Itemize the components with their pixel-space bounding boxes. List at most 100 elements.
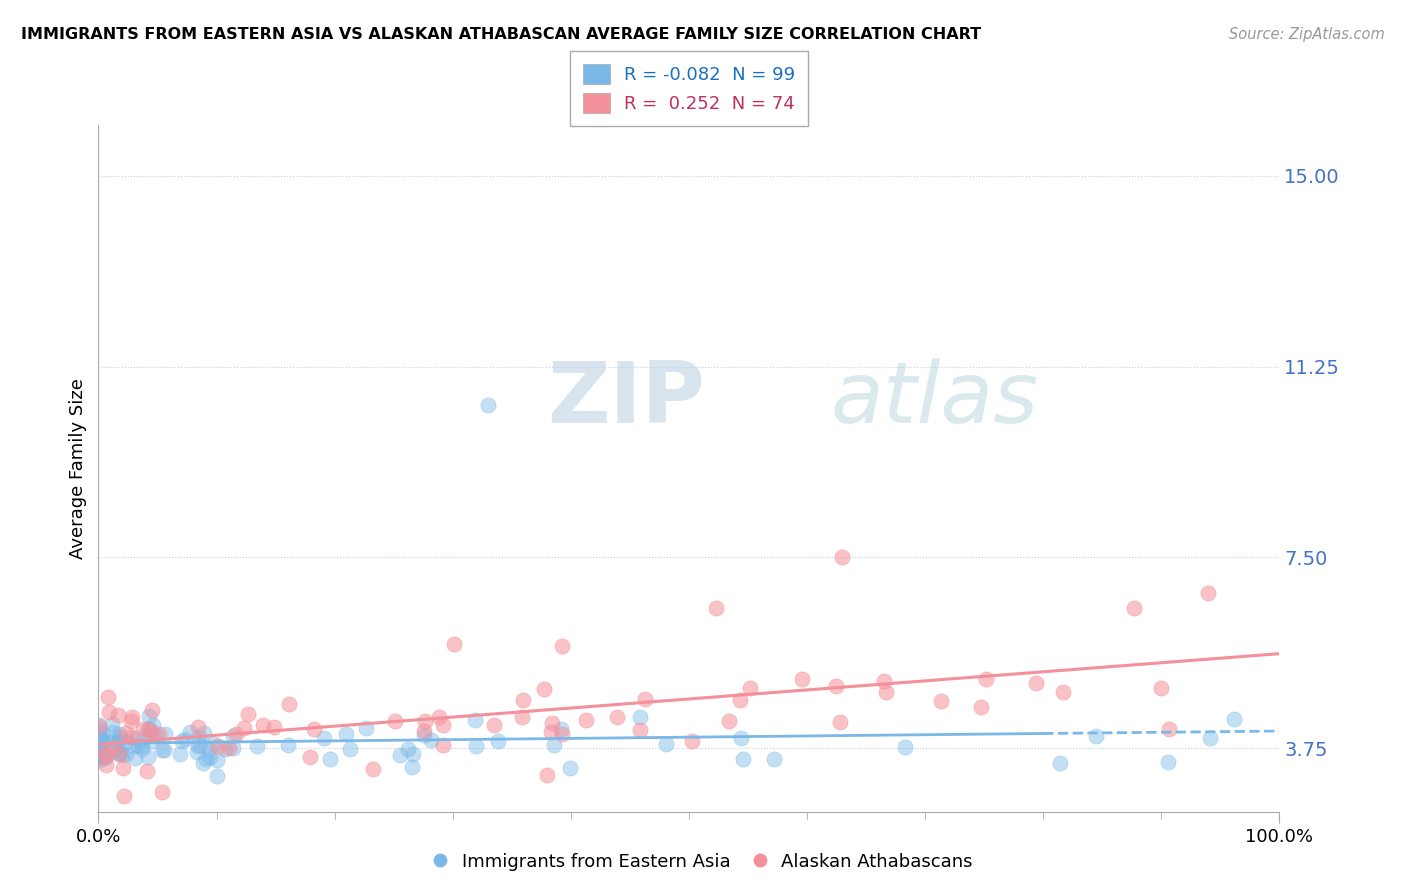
Text: ZIP: ZIP xyxy=(547,358,704,442)
Text: Source: ZipAtlas.com: Source: ZipAtlas.com xyxy=(1229,27,1385,42)
Point xyxy=(277,697,299,711)
Point xyxy=(302,722,325,736)
Point xyxy=(89,730,111,744)
Point xyxy=(361,762,384,776)
Point xyxy=(929,694,952,708)
Point xyxy=(558,761,581,775)
Point xyxy=(412,723,434,738)
Point xyxy=(101,724,124,739)
Point xyxy=(214,742,236,756)
Point xyxy=(222,741,245,756)
Point xyxy=(89,748,111,763)
Point xyxy=(299,749,322,764)
Point xyxy=(114,735,136,749)
Point xyxy=(172,734,194,748)
Point xyxy=(970,700,993,714)
Point xyxy=(420,733,443,747)
Point xyxy=(87,734,110,748)
Point xyxy=(339,741,361,756)
Point xyxy=(94,748,117,763)
Point xyxy=(115,747,138,761)
Legend: Immigrants from Eastern Asia, Alaskan Athabascans: Immigrants from Eastern Asia, Alaskan At… xyxy=(426,846,980,879)
Point xyxy=(384,714,406,729)
Text: atlas: atlas xyxy=(831,358,1039,442)
Point xyxy=(187,739,209,753)
Point xyxy=(730,731,752,745)
Point xyxy=(90,732,112,747)
Point xyxy=(100,735,122,749)
Point xyxy=(127,739,149,753)
Point xyxy=(97,690,120,704)
Point xyxy=(179,725,201,739)
Point xyxy=(87,723,110,737)
Point xyxy=(875,685,897,699)
Point xyxy=(401,760,423,774)
Point xyxy=(1157,722,1180,736)
Point xyxy=(1025,675,1047,690)
Point xyxy=(108,727,131,741)
Point xyxy=(221,729,243,743)
Point xyxy=(1222,712,1244,726)
Point xyxy=(873,673,896,688)
Point xyxy=(354,721,377,735)
Text: IMMIGRANTS FROM EASTERN ASIA VS ALASKAN ATHABASCAN AVERAGE FAMILY SIZE CORRELATI: IMMIGRANTS FROM EASTERN ASIA VS ALASKAN … xyxy=(21,27,981,42)
Point xyxy=(894,739,917,754)
Point xyxy=(540,725,562,739)
Point xyxy=(110,730,132,744)
Legend: R = -0.082  N = 99, R =  0.252  N = 74: R = -0.082 N = 99, R = 0.252 N = 74 xyxy=(569,52,808,126)
Point xyxy=(87,739,110,753)
Point xyxy=(396,742,419,756)
Point xyxy=(193,726,215,740)
Point xyxy=(1049,756,1071,770)
Point xyxy=(87,750,110,764)
Point xyxy=(225,727,247,741)
Point xyxy=(132,722,155,736)
Point xyxy=(108,746,131,760)
Point xyxy=(138,709,160,723)
Point xyxy=(318,751,340,765)
Point xyxy=(482,718,505,732)
Point xyxy=(1085,729,1108,743)
Point xyxy=(1199,731,1222,745)
Point xyxy=(655,737,678,751)
Point xyxy=(114,789,136,804)
Point xyxy=(134,730,156,744)
Point xyxy=(87,719,110,733)
Point xyxy=(790,673,813,687)
Point xyxy=(543,738,565,752)
Point xyxy=(512,693,534,707)
Point xyxy=(831,550,853,565)
Point xyxy=(432,738,454,752)
Point xyxy=(120,731,142,745)
Point xyxy=(245,739,267,754)
Y-axis label: Average Family Size: Average Family Size xyxy=(69,378,87,558)
Point xyxy=(187,720,209,734)
Point xyxy=(108,747,131,761)
Point xyxy=(740,681,762,695)
Point xyxy=(443,637,465,651)
Point xyxy=(204,738,226,752)
Point xyxy=(91,734,114,748)
Point xyxy=(89,753,111,767)
Point xyxy=(427,710,450,724)
Point xyxy=(477,398,499,412)
Point xyxy=(486,734,509,748)
Point xyxy=(402,747,425,761)
Point xyxy=(148,727,170,741)
Point xyxy=(110,748,132,763)
Point xyxy=(125,731,148,745)
Point xyxy=(150,784,173,798)
Point xyxy=(314,731,336,745)
Point xyxy=(432,717,454,731)
Point xyxy=(150,743,173,757)
Point xyxy=(412,728,434,742)
Point xyxy=(551,727,574,741)
Point xyxy=(207,739,229,753)
Point xyxy=(974,672,997,686)
Point xyxy=(731,752,754,766)
Point xyxy=(122,739,145,753)
Point xyxy=(197,742,219,756)
Point xyxy=(335,727,357,741)
Point xyxy=(388,747,411,762)
Point xyxy=(107,707,129,722)
